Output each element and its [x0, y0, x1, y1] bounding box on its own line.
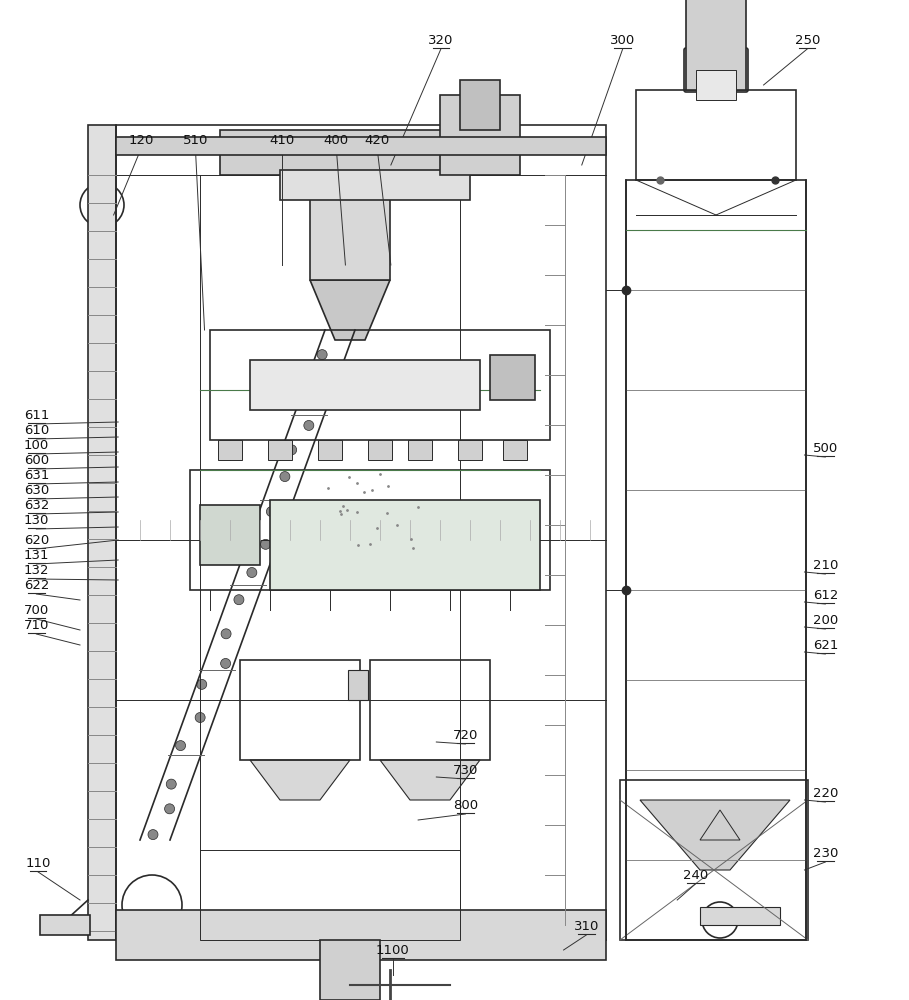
Text: 132: 132 — [24, 564, 49, 577]
Polygon shape — [640, 800, 790, 870]
Text: 130: 130 — [24, 514, 49, 527]
Circle shape — [280, 472, 290, 482]
Bar — [700, 907, 780, 925]
Text: 720: 720 — [453, 729, 478, 742]
Polygon shape — [250, 760, 350, 800]
Text: 240: 240 — [683, 869, 708, 882]
Circle shape — [266, 507, 276, 517]
Text: 220: 220 — [813, 787, 838, 800]
Circle shape — [343, 321, 353, 331]
Bar — [320, 940, 380, 1000]
Circle shape — [261, 539, 271, 549]
Text: 110: 110 — [25, 857, 51, 870]
Bar — [636, 90, 796, 180]
Circle shape — [315, 389, 325, 399]
Text: 410: 410 — [269, 134, 295, 147]
Bar — [686, 0, 746, 90]
Text: 100: 100 — [24, 439, 49, 452]
Bar — [620, 780, 808, 940]
Text: 400: 400 — [324, 134, 349, 147]
Circle shape — [304, 420, 314, 430]
Bar — [490, 355, 535, 400]
Text: 250: 250 — [794, 34, 820, 47]
Text: 1100: 1100 — [375, 944, 410, 957]
Text: 620: 620 — [24, 534, 49, 547]
Text: 600: 600 — [24, 454, 49, 467]
Bar — [318, 440, 342, 460]
Circle shape — [286, 445, 296, 455]
Text: 131: 131 — [24, 549, 49, 562]
Text: 710: 710 — [24, 619, 49, 632]
Text: 611: 611 — [24, 409, 49, 422]
Bar — [116, 137, 606, 155]
Text: 632: 632 — [24, 499, 49, 512]
Circle shape — [148, 830, 158, 840]
Bar — [268, 440, 292, 460]
Bar — [240, 660, 360, 760]
Bar — [200, 850, 460, 940]
Polygon shape — [380, 760, 480, 800]
Bar — [460, 80, 500, 130]
Circle shape — [195, 713, 205, 723]
Text: 730: 730 — [453, 764, 478, 777]
Bar — [270, 500, 540, 590]
Bar — [503, 440, 527, 460]
Circle shape — [165, 804, 175, 814]
Bar — [210, 330, 550, 440]
Bar — [370, 660, 490, 760]
Text: 230: 230 — [813, 847, 838, 860]
Bar — [220, 130, 490, 175]
Circle shape — [234, 595, 244, 605]
Circle shape — [317, 350, 327, 360]
Bar — [458, 440, 482, 460]
Text: 610: 610 — [24, 424, 49, 437]
Text: 700: 700 — [24, 604, 49, 617]
Bar — [348, 670, 368, 700]
Bar — [40, 915, 90, 935]
Bar — [116, 910, 606, 960]
Text: 210: 210 — [813, 559, 838, 572]
Text: 300: 300 — [610, 34, 635, 47]
Bar — [250, 360, 480, 410]
Text: 621: 621 — [813, 639, 838, 652]
Circle shape — [175, 741, 185, 751]
Circle shape — [221, 629, 231, 639]
Bar — [200, 505, 260, 565]
FancyBboxPatch shape — [684, 48, 748, 92]
Text: 420: 420 — [365, 134, 390, 147]
Bar — [280, 170, 470, 200]
Bar — [408, 440, 432, 460]
Text: 310: 310 — [574, 920, 599, 933]
Polygon shape — [310, 280, 390, 340]
Circle shape — [166, 779, 176, 789]
Text: 510: 510 — [183, 134, 208, 147]
Text: 120: 120 — [128, 134, 154, 147]
Circle shape — [247, 568, 257, 578]
Circle shape — [196, 679, 206, 689]
Bar — [696, 70, 736, 100]
Text: 631: 631 — [24, 469, 49, 482]
Bar — [88, 125, 116, 940]
Bar — [310, 175, 390, 280]
Bar — [190, 470, 550, 590]
Text: 630: 630 — [24, 484, 49, 497]
Text: 500: 500 — [813, 442, 838, 455]
Text: 622: 622 — [24, 579, 49, 592]
Text: 800: 800 — [453, 799, 478, 812]
Text: 612: 612 — [813, 589, 838, 602]
Bar — [218, 440, 242, 460]
Bar — [368, 440, 392, 460]
Bar — [626, 180, 806, 940]
Circle shape — [221, 658, 231, 668]
Text: 320: 320 — [428, 34, 454, 47]
Bar — [440, 95, 520, 175]
Bar — [116, 125, 606, 940]
Text: 200: 200 — [813, 614, 838, 627]
